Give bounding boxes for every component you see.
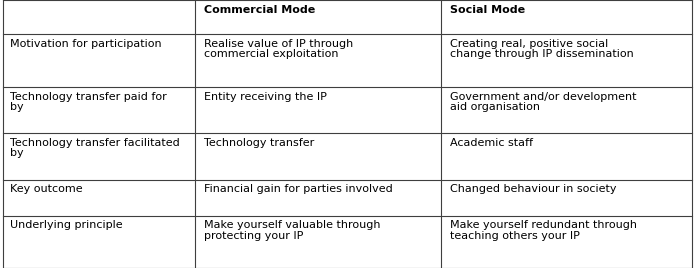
Text: Key outcome: Key outcome bbox=[10, 184, 83, 195]
Text: aid organisation: aid organisation bbox=[450, 102, 540, 112]
Text: Commercial Mode: Commercial Mode bbox=[204, 5, 315, 15]
Text: Financial gain for parties involved: Financial gain for parties involved bbox=[204, 184, 393, 195]
Text: teaching others your IP: teaching others your IP bbox=[450, 230, 580, 241]
Text: Make yourself redundant through: Make yourself redundant through bbox=[450, 220, 637, 230]
Text: Creating real, positive social: Creating real, positive social bbox=[450, 39, 609, 49]
Text: Technology transfer facilitated: Technology transfer facilitated bbox=[10, 138, 180, 148]
Text: Changed behaviour in society: Changed behaviour in society bbox=[450, 184, 617, 195]
Text: Make yourself valuable through: Make yourself valuable through bbox=[204, 220, 380, 230]
Text: Entity receiving the IP: Entity receiving the IP bbox=[204, 92, 327, 102]
Text: Government and/or development: Government and/or development bbox=[450, 92, 637, 102]
Text: change through IP dissemination: change through IP dissemination bbox=[450, 49, 634, 59]
Text: commercial exploitation: commercial exploitation bbox=[204, 49, 338, 59]
Text: Technology transfer: Technology transfer bbox=[204, 138, 314, 148]
Text: by: by bbox=[10, 148, 24, 158]
Text: Academic staff: Academic staff bbox=[450, 138, 533, 148]
Text: Social Mode: Social Mode bbox=[450, 5, 525, 15]
Text: protecting your IP: protecting your IP bbox=[204, 230, 303, 241]
Text: Motivation for participation: Motivation for participation bbox=[10, 39, 162, 49]
Text: Underlying principle: Underlying principle bbox=[10, 220, 123, 230]
Text: Realise value of IP through: Realise value of IP through bbox=[204, 39, 353, 49]
Text: Technology transfer paid for: Technology transfer paid for bbox=[10, 92, 167, 102]
Text: by: by bbox=[10, 102, 24, 112]
